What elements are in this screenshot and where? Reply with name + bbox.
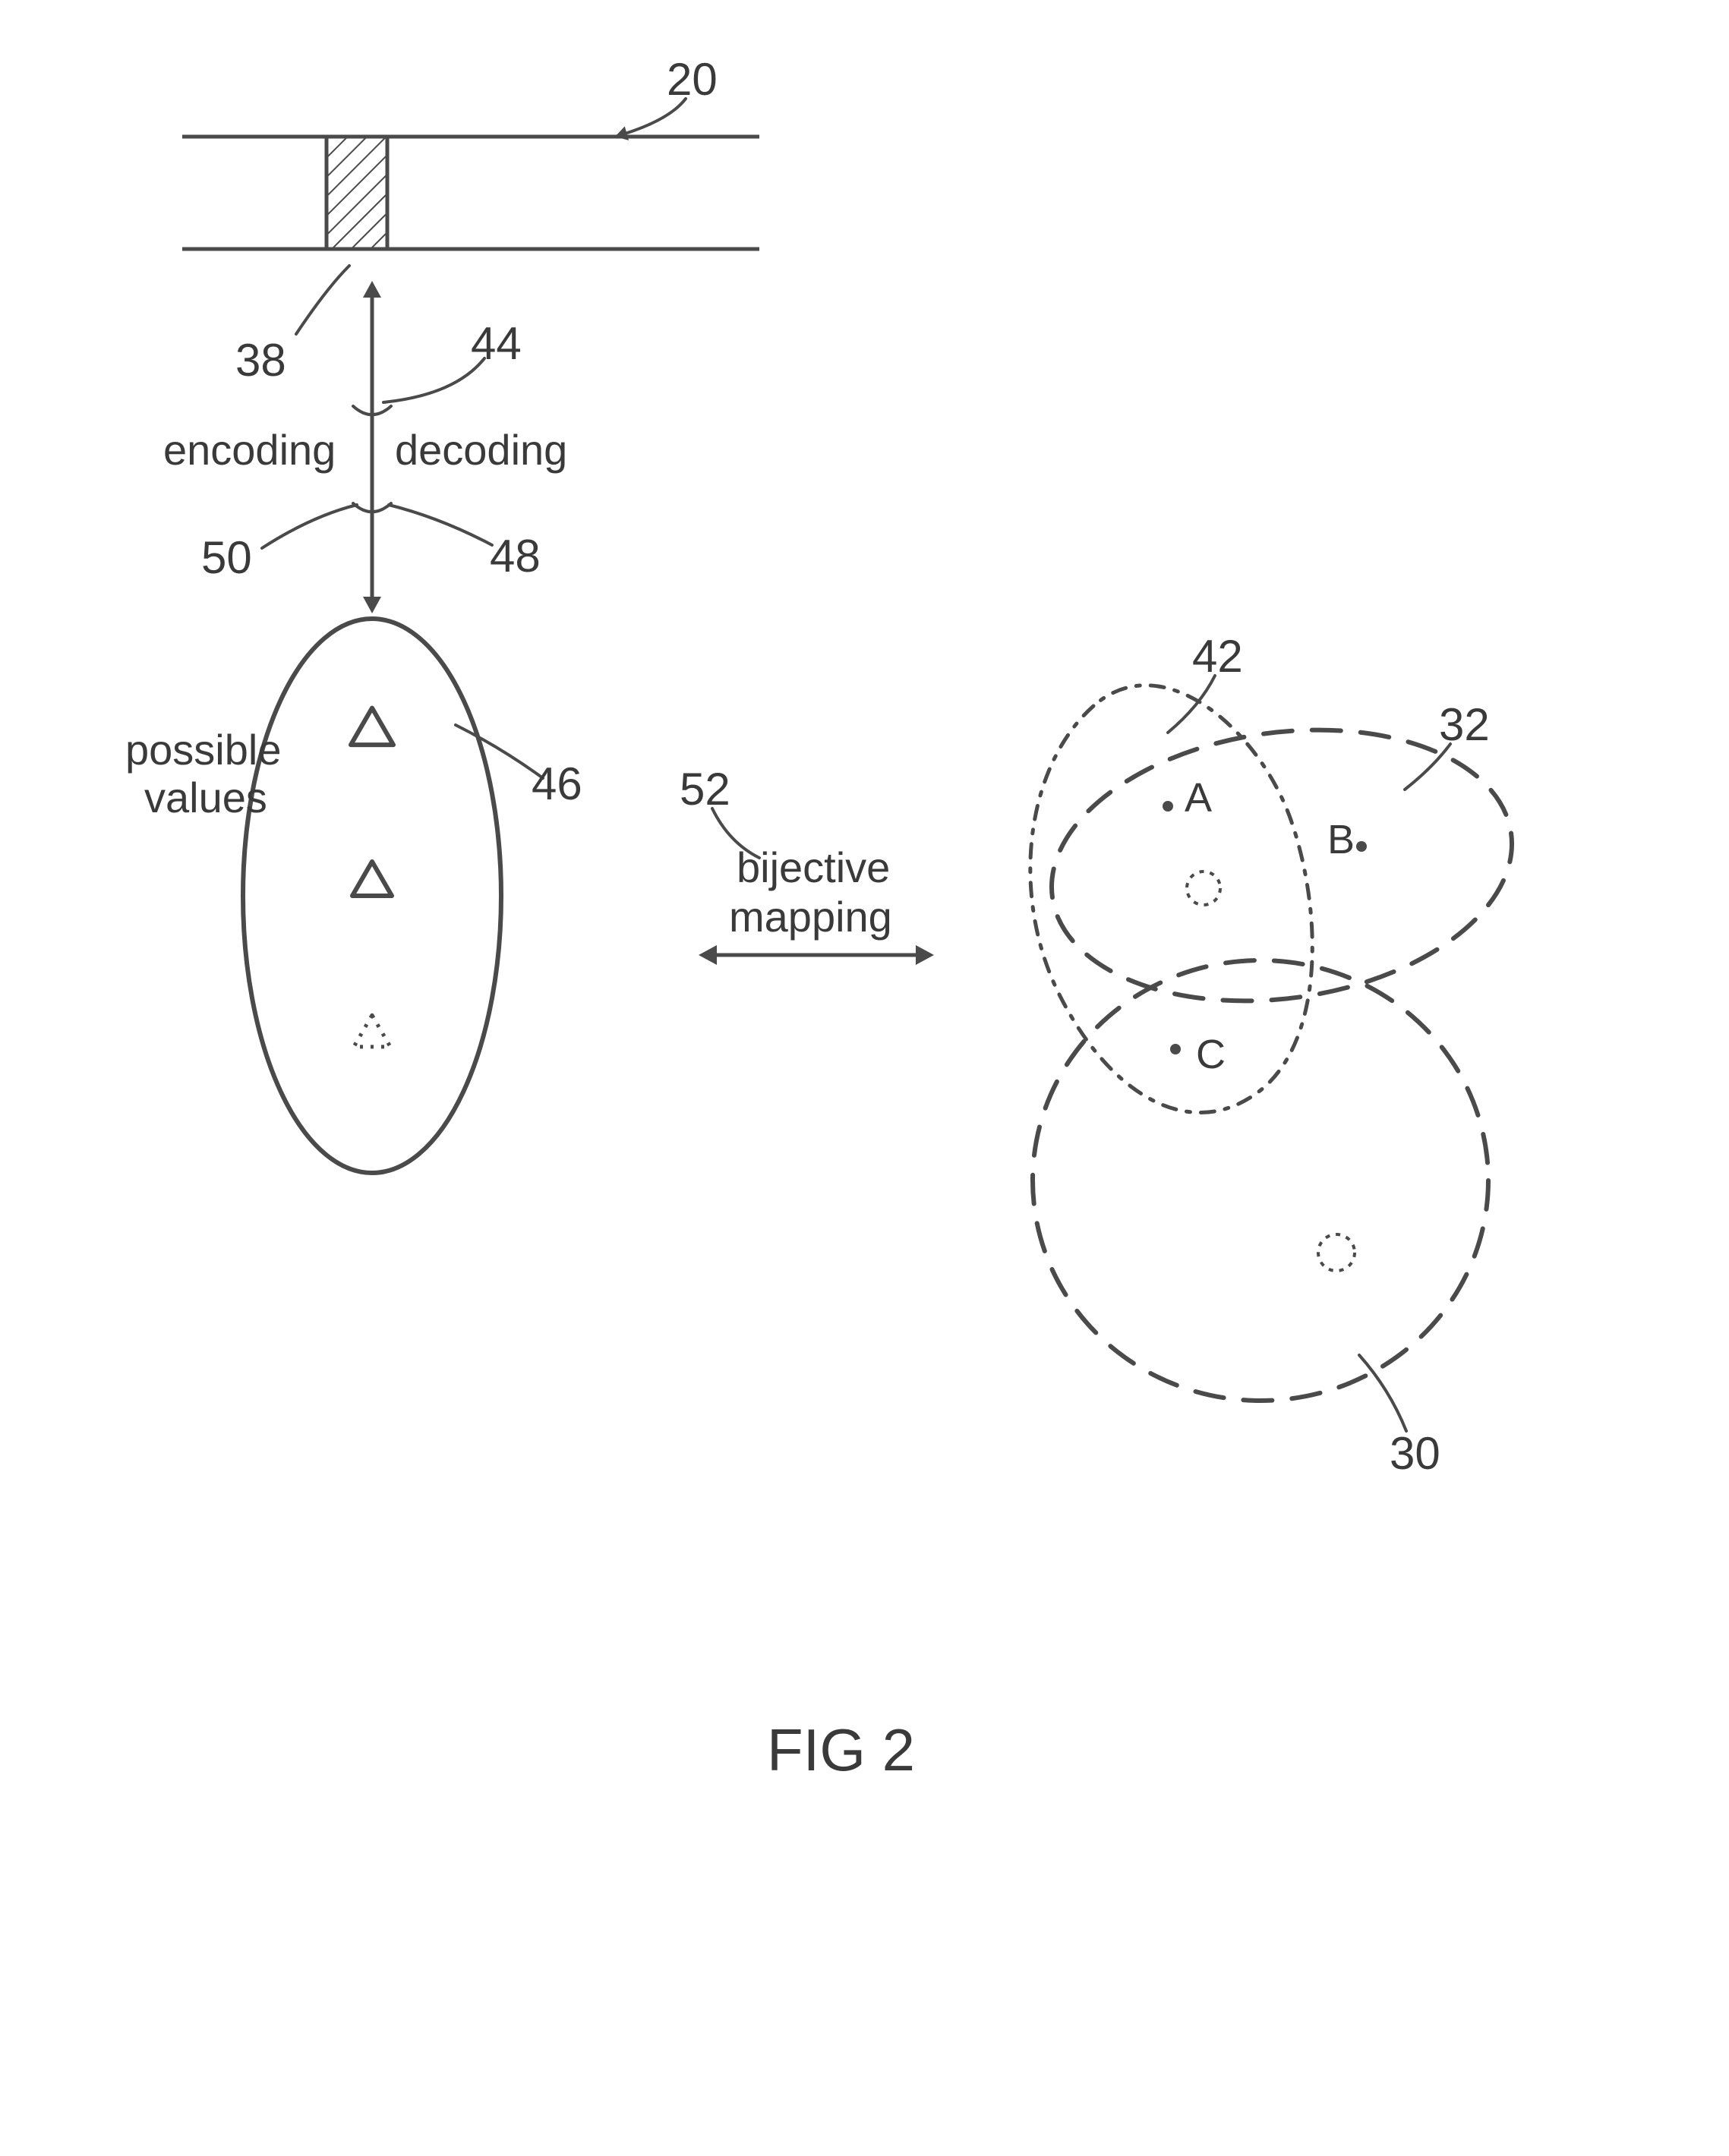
label-bijective: bijective [737, 843, 890, 892]
ref-30: 30 [1390, 1427, 1440, 1480]
label-values: values [144, 773, 267, 822]
ref-50: 50 [201, 531, 252, 584]
ref-20: 20 [667, 53, 718, 106]
label-encoding: encoding [163, 425, 336, 474]
ref-52: 52 [680, 763, 730, 815]
ref-38: 38 [235, 334, 286, 386]
ref-32: 32 [1439, 698, 1490, 751]
figure-label: FIG 2 [767, 1716, 915, 1785]
label-point-c: C [1196, 1031, 1226, 1078]
figure-2-diagram: 20 38 44 50 48 46 52 42 32 30 encoding d… [0, 0, 1729, 2156]
diagram-svg [0, 0, 1729, 2156]
ref-44: 44 [471, 317, 522, 370]
label-point-a: A [1185, 774, 1212, 821]
label-decoding: decoding [395, 425, 567, 474]
label-point-b: B [1327, 816, 1355, 863]
label-possible: possible [125, 725, 281, 774]
ref-46: 46 [532, 758, 582, 810]
label-mapping: mapping [729, 892, 892, 941]
ref-42: 42 [1192, 630, 1243, 682]
ref-48: 48 [490, 530, 541, 582]
